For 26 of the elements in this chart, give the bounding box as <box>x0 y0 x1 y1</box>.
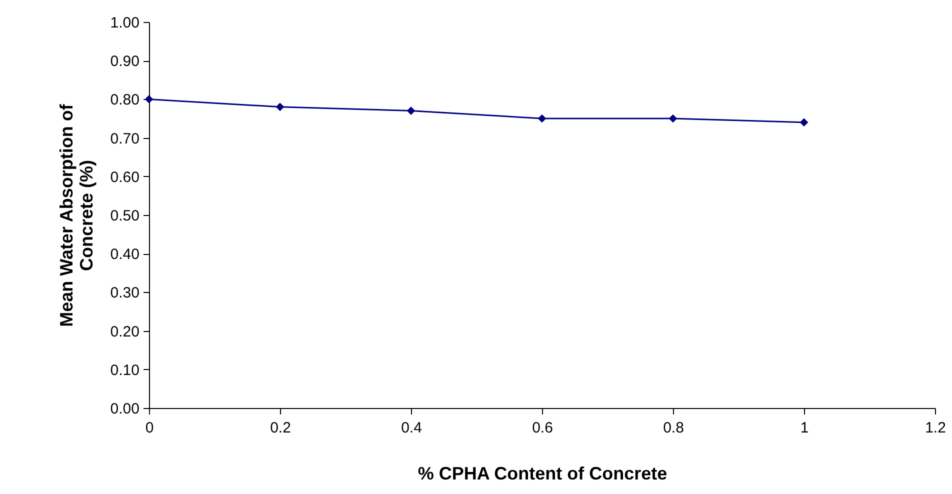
x-tick-label: 0.8 <box>663 420 684 436</box>
point <box>406 106 416 115</box>
y-tick-label: 1.00 <box>110 14 140 32</box>
y-tick-label: 0.40 <box>110 246 140 264</box>
y-tick-label: 0.30 <box>110 284 140 302</box>
y-tick-label: 0.70 <box>110 130 140 148</box>
x-tick-label: 0.4 <box>401 420 422 436</box>
x-tick-label: 0.2 <box>270 420 291 436</box>
x-tick-label: 0.6 <box>532 420 553 436</box>
point <box>800 118 808 127</box>
x-tick-label: 1.2 <box>925 420 946 436</box>
point <box>538 114 546 123</box>
y-axis-title: Mean Water Absorption of Concrete (%) <box>56 103 96 327</box>
point <box>144 95 154 104</box>
y-tick-label: 0.50 <box>110 208 140 224</box>
y-tick-label: 0.80 <box>110 92 140 109</box>
y-tick-label: 0.90 <box>110 53 140 70</box>
point <box>668 114 678 123</box>
point <box>276 102 284 112</box>
y-tick-label: 0.60 <box>110 168 140 186</box>
x-tick-label: 0 <box>145 420 154 436</box>
x-tick-label: 1 <box>800 420 809 436</box>
y-tick-label: 0.00 <box>110 400 140 418</box>
y-tick-label: 0.20 <box>110 323 140 340</box>
y-tick-label: 0.10 <box>110 362 140 379</box>
x-axis-title: % CPHA Content of Concrete <box>418 464 668 484</box>
